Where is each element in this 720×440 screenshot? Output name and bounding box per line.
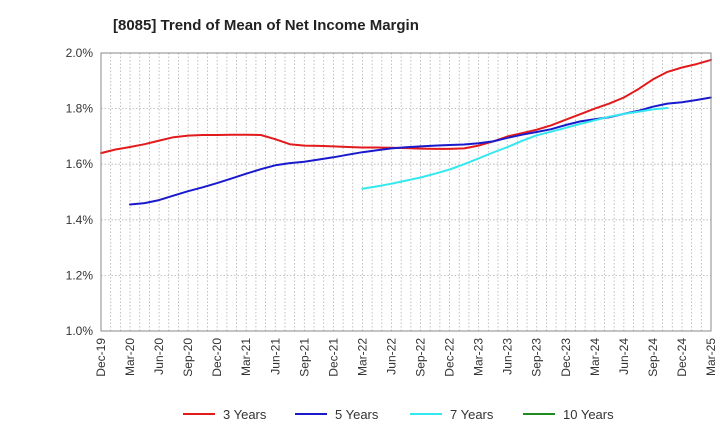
series-line-7-years [361,107,669,190]
x-tick-label: Jun-24 [617,338,631,375]
legend-label: 5 Years [335,407,379,422]
y-tick-label: 1.0% [66,324,94,338]
x-tick-label: Jun-21 [268,338,282,375]
x-tick-label: Jun-22 [384,338,398,375]
grid [101,52,711,332]
x-tick-label: Mar-25 [704,338,718,376]
x-tick-label: Mar-21 [239,338,253,376]
x-tick-label: Dec-21 [326,338,340,377]
legend-label: 7 Years [450,407,494,422]
legend-label: 10 Years [563,407,614,422]
y-axis: 1.0% 1.2% 1.4% 1.6% 1.8% 2.0% [66,46,94,338]
chart-title: [8085] Trend of Mean of Net Income Margi… [113,17,419,34]
x-tick-label: Dec-24 [675,338,689,377]
x-tick-label: Sep-23 [530,338,544,377]
x-tick-label: Mar-20 [123,338,137,376]
x-tick-label: Jun-20 [152,338,166,375]
x-tick-label: Sep-20 [181,338,195,377]
x-tick-label: Sep-21 [297,338,311,377]
x-axis: Dec-19 Mar-20 Jun-20 Sep-20 Dec-20 Mar-21 Jun-… [94,338,718,377]
x-tick-label: Sep-24 [646,338,660,377]
x-tick-label: Mar-22 [355,338,369,376]
x-tick-label: Mar-23 [472,338,486,376]
y-tick-label: 1.6% [66,157,94,171]
legend-label: 3 Years [223,407,267,422]
series-lines [100,58,712,206]
x-tick-label: Jun-23 [501,338,515,375]
x-tick-label: Dec-20 [210,338,224,377]
x-tick-label: Dec-23 [559,338,573,377]
y-tick-label: 1.8% [66,102,94,116]
y-tick-label: 1.2% [66,268,94,282]
x-tick-label: Dec-19 [94,338,108,377]
x-tick-label: Sep-22 [414,338,428,377]
y-tick-label: 1.4% [66,213,94,227]
x-tick-label: Mar-24 [588,338,602,376]
series-line-3-years [100,58,712,155]
y-tick-label: 2.0% [66,46,94,60]
plot-frame [100,52,712,332]
legend: 3 Years 5 Years 7 Years 10 Years [183,407,614,422]
x-tick-label: Dec-22 [443,338,457,377]
